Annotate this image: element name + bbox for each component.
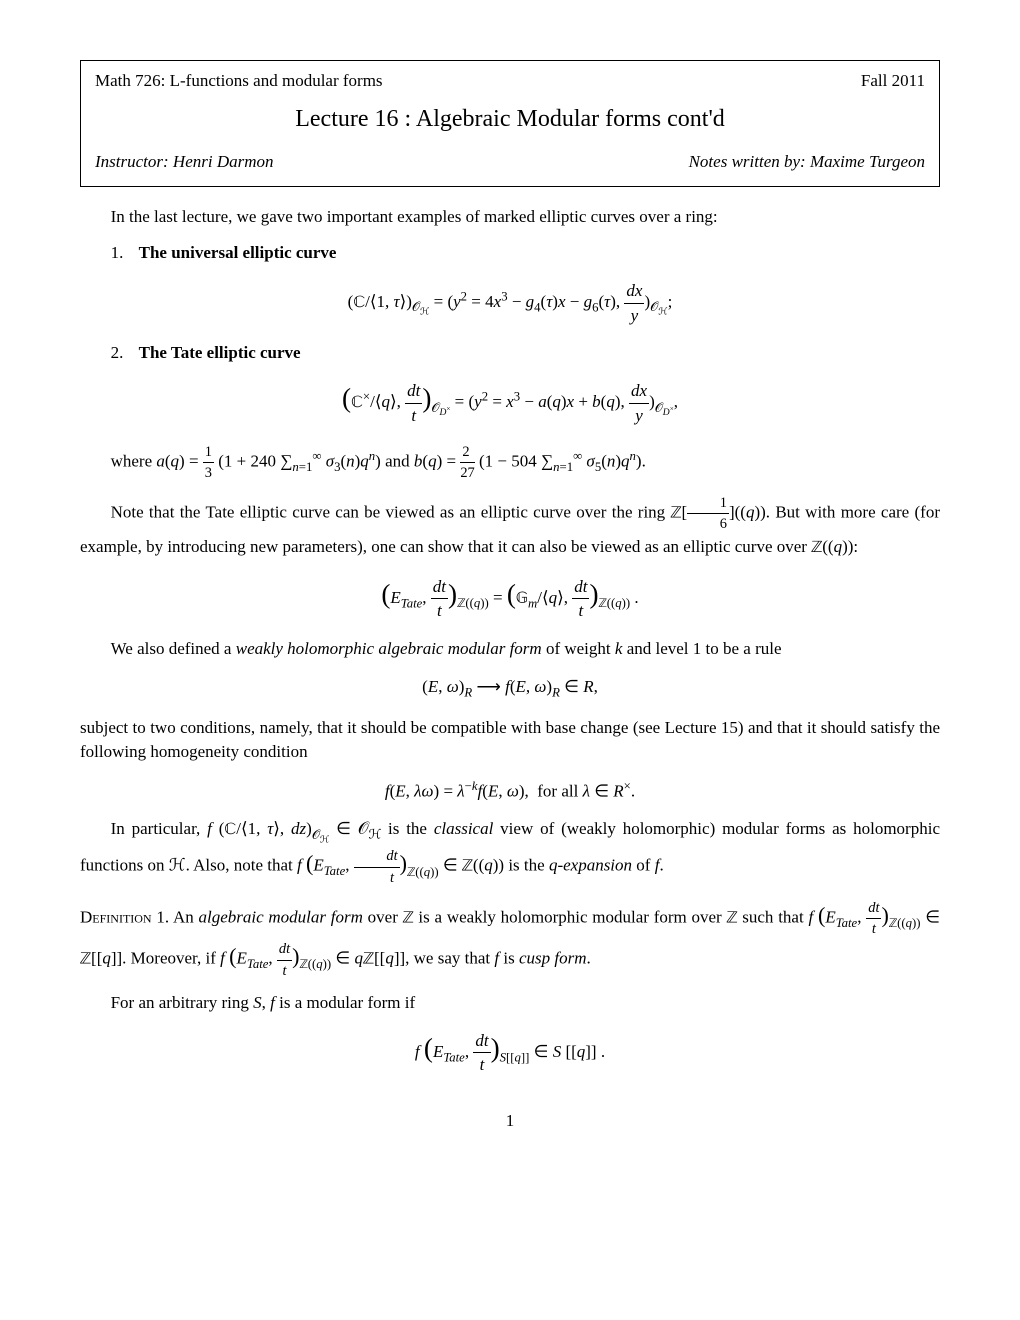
equation-5: f(E, λω) = λ−kf(E, ω), for all λ ∈ R×. [80, 778, 940, 803]
equation-6: f (ETate, dtt)S[[q]] ∈ S [[q]] . [80, 1029, 940, 1078]
list-number-1: 1. [111, 241, 135, 265]
definition-label: Definition [80, 908, 152, 927]
header-top-row: Math 726: L-functions and modular forms … [95, 69, 925, 93]
instructor: Instructor: Henri Darmon [95, 150, 274, 174]
header-box: Math 726: L-functions and modular forms … [80, 60, 940, 187]
equation-4: (E, ω)R ⟶ f(E, ω)R ∈ R, [80, 675, 940, 702]
notes-by: Notes written by: Maxime Turgeon [689, 150, 925, 174]
course-code: Math 726: L-functions and modular forms [95, 69, 383, 93]
weakly-def-para: We also defined a weakly holomorphic alg… [80, 637, 940, 661]
lecture-title: Lecture 16 : Algebraic Modular forms con… [95, 103, 925, 137]
arbitrary-ring-para: For an arbitrary ring S, f is a modular … [80, 991, 940, 1015]
particular-para: In particular, f (ℂ/⟨1, τ⟩, dz)𝒪ℋ ∈ 𝒪ℋ i… [80, 817, 940, 888]
equation-3: (ETate, dtt)ℤ((q)) = (𝔾m/⟨q⟩, dtt)ℤ((q))… [80, 575, 940, 624]
intro-para: In the last lecture, we gave two importa… [80, 205, 940, 229]
list-title-1: The universal elliptic curve [139, 243, 337, 262]
subject-para: subject to two conditions, namely, that … [80, 716, 940, 764]
term: Fall 2011 [861, 69, 925, 93]
equation-2-where: where a(q) = 13 (1 + 240 ∑n=1∞ σ3(n)qn) … [111, 442, 940, 483]
instructor-row: Instructor: Henri Darmon Notes written b… [95, 150, 925, 174]
list-title-2: The Tate elliptic curve [139, 343, 301, 362]
page-number: 1 [80, 1109, 940, 1133]
definition-1: Definition 1. An algebraic modular form … [80, 898, 940, 981]
note-tate-para: Note that the Tate elliptic curve can be… [80, 493, 940, 560]
equation-2: (ℂ×/⟨q⟩, dtt)𝒪D× = (y2 = x3 − a(q)x + b(… [80, 379, 940, 428]
list-item-2: 2. The Tate elliptic curve [111, 341, 940, 365]
list-item-1: 1. The universal elliptic curve [111, 241, 940, 265]
list-number-2: 2. [111, 341, 135, 365]
equation-1: (ℂ/⟨1, τ⟩)𝒪ℋ = (y2 = 4x3 − g4(τ)x − g6(τ… [80, 279, 940, 328]
